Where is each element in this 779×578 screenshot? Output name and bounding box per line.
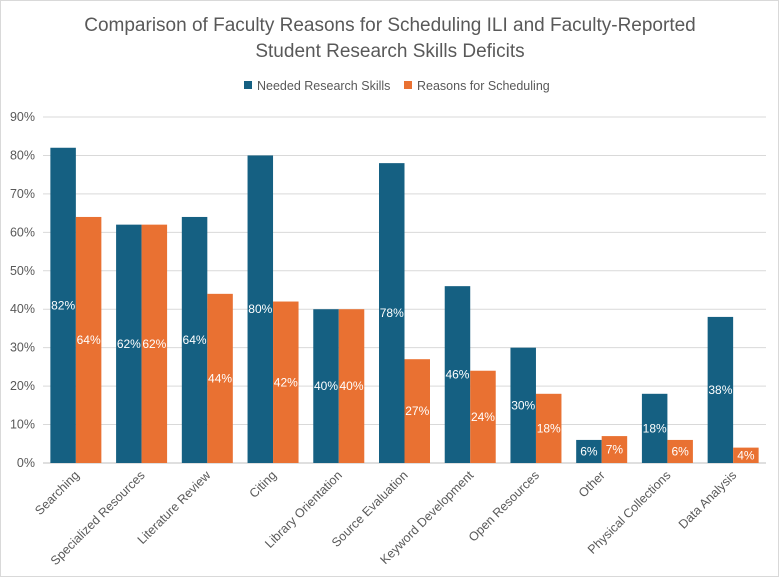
bar-reasons-for-scheduling-citing	[273, 301, 299, 463]
y-tick-label: 30%	[10, 341, 35, 355]
data-label-needed-research-skills-data-analysis: 38%	[708, 383, 732, 397]
data-label-reasons-for-scheduling-keyword-development: 24%	[471, 410, 495, 424]
category-label-searching: Searching	[32, 468, 82, 518]
bar-reasons-for-scheduling-literature-review	[207, 293, 233, 463]
bar-reasons-for-scheduling-library-orientation	[338, 309, 365, 463]
y-tick-label: 20%	[10, 379, 35, 393]
chart-title-line-1: Comparison of Faculty Reasons for Schedu…	[84, 15, 695, 36]
bar-reasons-for-scheduling-keyword-development	[470, 370, 496, 463]
bar-needed-research-skills-data-analysis	[707, 316, 734, 463]
bar-reasons-for-scheduling-searching	[75, 216, 102, 463]
data-label-reasons-for-scheduling-data-analysis: 4%	[737, 448, 755, 462]
data-label-reasons-for-scheduling-citing: 42%	[274, 375, 298, 389]
y-tick-label: 40%	[10, 302, 35, 316]
legend-label-reasons-for-scheduling: Reasons for Scheduling	[417, 79, 550, 93]
bar-reasons-for-scheduling-source-evaluation	[404, 359, 430, 463]
bar-needed-research-skills-specialized-resources	[116, 224, 142, 463]
data-label-reasons-for-scheduling-specialized-resources: 62%	[142, 337, 166, 351]
bar-needed-research-skills-library-orientation	[313, 309, 339, 463]
data-label-needed-research-skills-specialized-resources: 62%	[117, 337, 141, 351]
y-axis-ticks: 0% 10% 20% 30% 40% 50% 60% 70% 80% 90%	[10, 110, 35, 470]
data-label-needed-research-skills-literature-review: 64%	[183, 333, 207, 347]
category-label-other: Other	[576, 468, 608, 500]
y-tick-label: 80%	[10, 148, 35, 162]
data-label-reasons-for-scheduling-open-resources: 18%	[537, 421, 561, 435]
data-label-needed-research-skills-other: 6%	[580, 444, 598, 458]
bar-needed-research-skills-other	[576, 439, 602, 463]
bar-needed-research-skills-source-evaluation	[379, 163, 405, 463]
legend-swatch-needed-research-skills	[244, 81, 252, 89]
category-label-literature-review: Literature Review	[135, 468, 214, 547]
bar-needed-research-skills-searching	[50, 147, 76, 463]
data-label-needed-research-skills-keyword-development: 46%	[445, 368, 469, 382]
y-tick-label: 10%	[10, 418, 35, 432]
bar-reasons-for-scheduling-physical-collections	[667, 439, 693, 463]
y-tick-label: 90%	[10, 110, 35, 124]
bars	[50, 147, 759, 463]
data-labels: 82% 64% 62% 62% 64% 44% 80% 42% 40% 40% 78% 27% 46% 2…	[51, 298, 755, 462]
data-label-needed-research-skills-open-resources: 30%	[511, 398, 535, 412]
bar-needed-research-skills-physical-collections	[641, 393, 668, 463]
bar-needed-research-skills-literature-review	[181, 216, 208, 463]
bar-needed-research-skills-open-resources	[510, 347, 536, 463]
bar-reasons-for-scheduling-data-analysis	[733, 447, 759, 463]
y-tick-label: 50%	[10, 264, 35, 278]
category-label-data-analysis: Data Analysis	[676, 468, 739, 531]
data-label-needed-research-skills-physical-collections: 18%	[643, 421, 667, 435]
bar-needed-research-skills-keyword-development	[444, 286, 471, 463]
category-label-open-resources: Open Resources	[466, 468, 542, 544]
data-label-reasons-for-scheduling-other: 7%	[606, 443, 624, 457]
chart-title-line-2: Student Research Skills Deficits	[255, 41, 524, 62]
data-label-reasons-for-scheduling-library-orientation: 40%	[340, 379, 364, 393]
bar-reasons-for-scheduling-open-resources	[535, 393, 562, 463]
legend-swatch-reasons-for-scheduling	[404, 81, 412, 89]
data-label-reasons-for-scheduling-literature-review: 44%	[208, 371, 232, 385]
data-label-needed-research-skills-source-evaluation: 78%	[380, 306, 404, 320]
legend-label-needed-research-skills: Needed Research Skills	[257, 79, 390, 93]
bar-needed-research-skills-citing	[247, 155, 274, 463]
data-label-reasons-for-scheduling-source-evaluation: 27%	[405, 404, 429, 418]
y-tick-label: 0%	[17, 456, 35, 470]
y-tick-label: 60%	[10, 225, 35, 239]
data-label-needed-research-skills-searching: 82%	[51, 298, 75, 312]
data-label-needed-research-skills-library-orientation: 40%	[314, 379, 338, 393]
category-label-citing: Citing	[247, 468, 280, 501]
bar-reasons-for-scheduling-other	[601, 436, 628, 463]
y-tick-label: 70%	[10, 187, 35, 201]
data-label-needed-research-skills-citing: 80%	[248, 302, 272, 316]
data-label-reasons-for-scheduling-searching: 64%	[77, 333, 101, 347]
legend: Needed Research Skills Reasons for Sched…	[244, 79, 550, 93]
data-label-reasons-for-scheduling-physical-collections: 6%	[671, 444, 689, 458]
bar-reasons-for-scheduling-specialized-resources	[141, 224, 168, 463]
